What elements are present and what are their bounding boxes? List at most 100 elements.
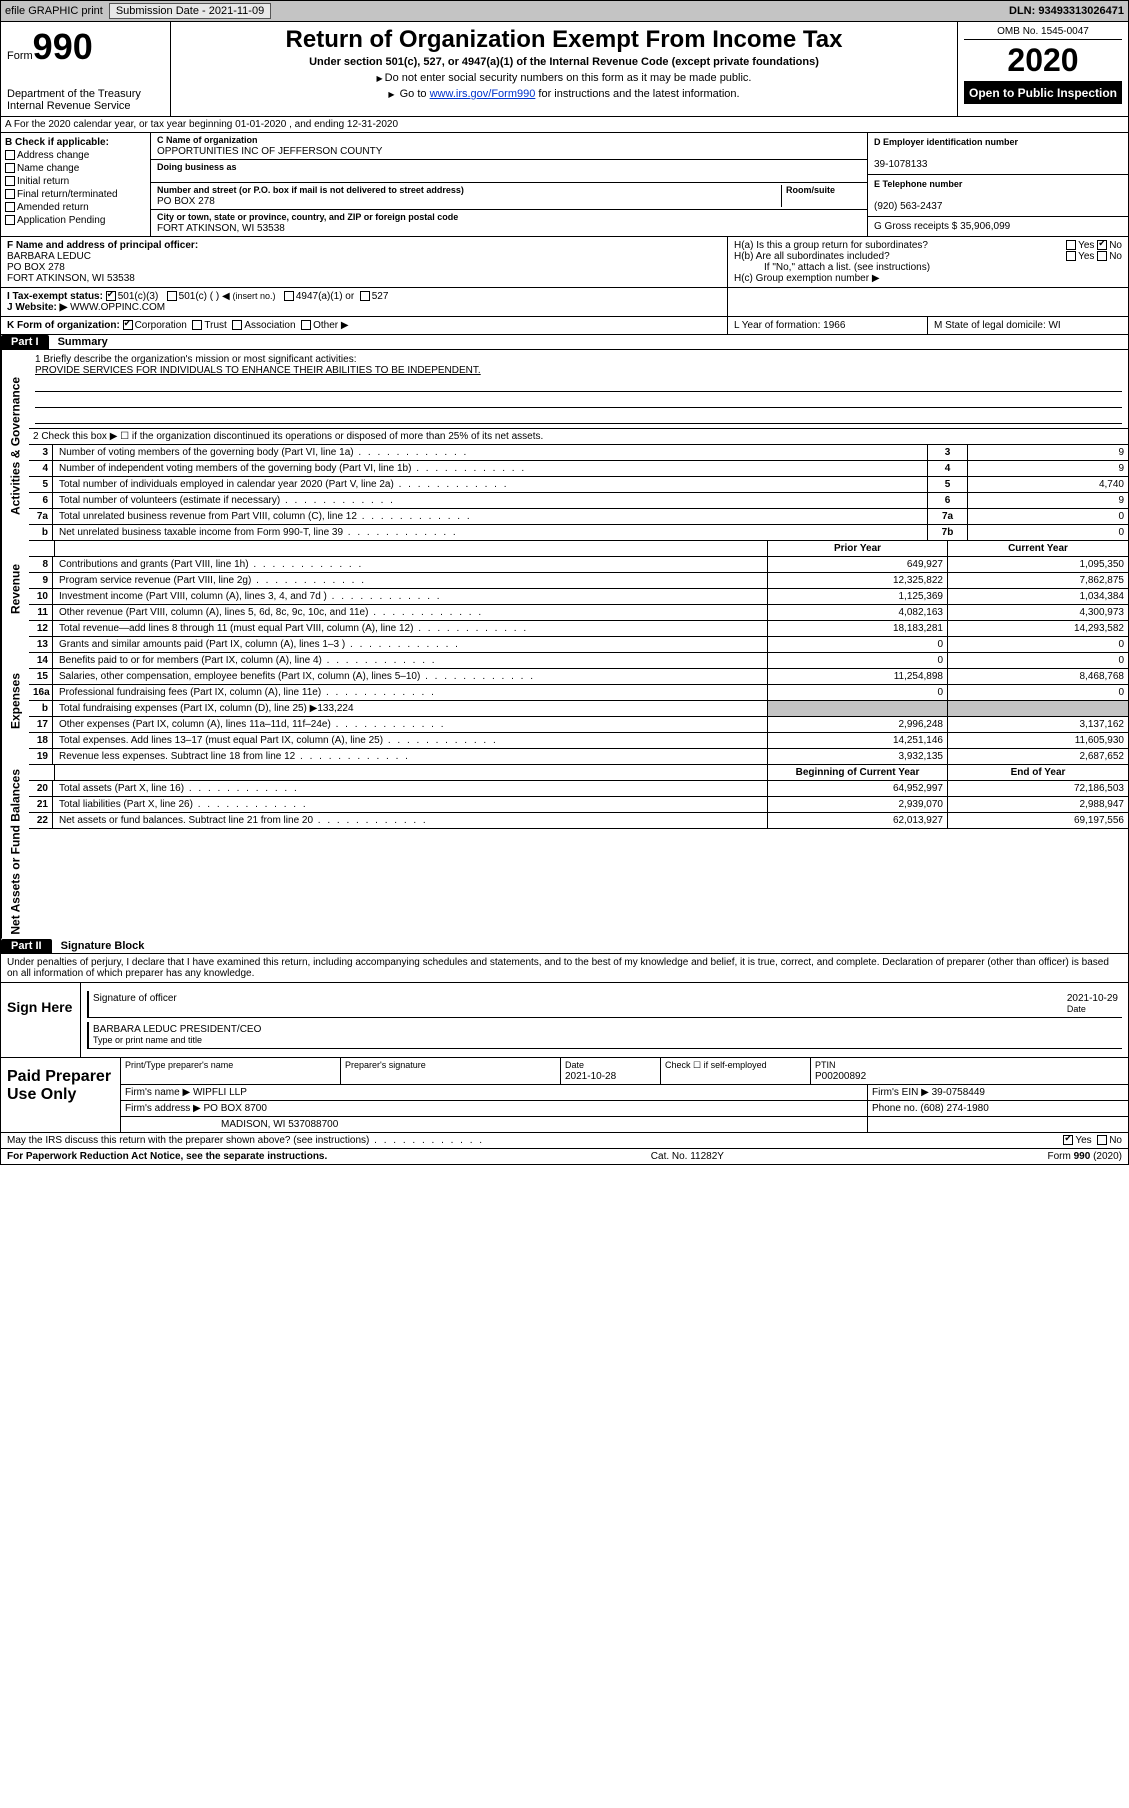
- officer-addr2: FORT ATKINSON, WI 53538: [7, 273, 135, 284]
- governance-rows: 1 Briefly describe the organization's mi…: [29, 350, 1128, 541]
- checkbox-icon[interactable]: [5, 202, 15, 212]
- table-row: 15Salaries, other compensation, employee…: [29, 669, 1128, 685]
- box-k: K Form of organization: Corporation Trus…: [1, 317, 728, 334]
- box-m: M State of legal domicile: WI: [928, 317, 1128, 334]
- checkbox-checked-icon[interactable]: [1097, 240, 1107, 250]
- officer-name-line: BARBARA LEDUC PRESIDENT/CEOType or print…: [87, 1022, 1122, 1049]
- table-row: 10Investment income (Part VIII, column (…: [29, 589, 1128, 605]
- hc-label: H(c) Group exemption number ▶: [734, 273, 1122, 284]
- box-c: C Name of organizationOPPORTUNITIES INC …: [151, 133, 868, 236]
- table-row: 8Contributions and grants (Part VIII, li…: [29, 557, 1128, 573]
- checkbox-checked-icon[interactable]: [1063, 1135, 1073, 1145]
- cb-name: Name change: [5, 163, 146, 174]
- preparer-row-2: Firm's name ▶ WIPFLI LLP Firm's EIN ▶ 39…: [121, 1085, 1128, 1101]
- part-1-header: Part I Summary: [1, 335, 1128, 350]
- checkbox-icon[interactable]: [232, 320, 242, 330]
- table-row: 5Total number of individuals employed in…: [29, 477, 1128, 493]
- table-row: 11Other revenue (Part VIII, column (A), …: [29, 605, 1128, 621]
- discuss-q: May the IRS discuss this return with the…: [7, 1135, 484, 1146]
- footer-left: For Paperwork Reduction Act Notice, see …: [7, 1151, 327, 1162]
- table-row: 17Other expenses (Part IX, column (A), l…: [29, 717, 1128, 733]
- table-row: 21Total liabilities (Part X, line 26)2,9…: [29, 797, 1128, 813]
- section-b-c-d: B Check if applicable: Address change Na…: [1, 133, 1128, 237]
- city-value: FORT ATKINSON, WI 53538: [157, 223, 285, 234]
- sidetab-revenue: Revenue: [1, 541, 29, 637]
- efile-label: efile GRAPHIC print: [5, 5, 103, 17]
- tax-year: 2020: [964, 40, 1122, 82]
- checkbox-icon[interactable]: [5, 176, 15, 186]
- preparer-row-1: Print/Type preparer's name Preparer's si…: [121, 1058, 1128, 1085]
- form-org-label: K Form of organization:: [7, 320, 120, 331]
- form-word: Form: [7, 50, 33, 62]
- net-rows: Beginning of Current YearEnd of Year 20T…: [29, 765, 1128, 939]
- checkbox-icon[interactable]: [5, 163, 15, 173]
- phone-label: E Telephone number: [874, 179, 962, 189]
- box-d-e-g: D Employer identification number39-10781…: [868, 133, 1128, 236]
- checkbox-icon[interactable]: [167, 291, 177, 301]
- section-i-j: I Tax-exempt status: 501(c)(3) 501(c) ( …: [1, 288, 1128, 317]
- box-b: B Check if applicable: Address change Na…: [1, 133, 151, 236]
- checkbox-icon[interactable]: [5, 189, 15, 199]
- checkbox-icon[interactable]: [284, 291, 294, 301]
- table-row: 18Total expenses. Add lines 13–17 (must …: [29, 733, 1128, 749]
- form-subtitle: Under section 501(c), 527, or 4947(a)(1)…: [177, 56, 951, 68]
- checkbox-checked-icon[interactable]: [106, 291, 116, 301]
- checkbox-icon[interactable]: [5, 150, 15, 160]
- checkbox-icon[interactable]: [1066, 240, 1076, 250]
- line-2: 2 Check this box ▶ ☐ if the organization…: [29, 429, 1128, 445]
- table-row: bNet unrelated business taxable income f…: [29, 525, 1128, 541]
- penalty-statement: Under penalties of perjury, I declare th…: [1, 954, 1128, 983]
- ha-label: H(a) Is this a group return for subordin…: [734, 240, 928, 251]
- section-k-l-m: K Form of organization: Corporation Trus…: [1, 317, 1128, 335]
- table-row: 19Revenue less expenses. Subtract line 1…: [29, 749, 1128, 765]
- addr-value: PO BOX 278: [157, 196, 215, 207]
- form-990-page: efile GRAPHIC print Submission Date - 20…: [0, 0, 1129, 1165]
- cb-final: Final return/terminated: [5, 189, 146, 200]
- checkbox-icon[interactable]: [5, 215, 15, 225]
- preparer-label: Paid Preparer Use Only: [1, 1058, 121, 1132]
- form-title-block: Return of Organization Exempt From Incom…: [171, 22, 958, 116]
- checkbox-icon[interactable]: [1066, 251, 1076, 261]
- part-1-title: Summary: [52, 336, 108, 348]
- checkbox-icon[interactable]: [360, 291, 370, 301]
- box-f: F Name and address of principal officer:…: [1, 237, 728, 287]
- website-value: WWW.OPPINC.COM: [70, 302, 165, 313]
- phone-value: (920) 563-2437: [874, 201, 942, 212]
- revenue-rows: Prior YearCurrent Year 8Contributions an…: [29, 541, 1128, 637]
- checkbox-icon[interactable]: [192, 320, 202, 330]
- table-row: 13Grants and similar amounts paid (Part …: [29, 637, 1128, 653]
- irs-link[interactable]: www.irs.gov/Form990: [430, 88, 536, 100]
- submission-date-button[interactable]: Submission Date - 2021-11-09: [109, 3, 271, 19]
- checkbox-icon[interactable]: [1097, 251, 1107, 261]
- arrow-icon: [388, 88, 396, 100]
- sidetab-expenses: Expenses: [1, 637, 29, 765]
- checkbox-checked-icon[interactable]: [123, 320, 133, 330]
- checkbox-icon[interactable]: [301, 320, 311, 330]
- blank-line: [35, 378, 1122, 392]
- revenue-header: Prior YearCurrent Year: [29, 541, 1128, 557]
- goto-pre: Go to: [400, 88, 430, 100]
- checkbox-icon[interactable]: [1097, 1135, 1107, 1145]
- table-row: 6Total number of volunteers (estimate if…: [29, 493, 1128, 509]
- box-h: H(a) Is this a group return for subordin…: [728, 237, 1128, 287]
- addr-label: Number and street (or P.O. box if mail i…: [157, 185, 464, 195]
- table-row: 14Benefits paid to or for members (Part …: [29, 653, 1128, 669]
- discuss-row: May the IRS discuss this return with the…: [1, 1133, 1128, 1149]
- table-row: 9Program service revenue (Part VIII, lin…: [29, 573, 1128, 589]
- cb-address: Address change: [5, 150, 146, 161]
- table-row: 3Number of voting members of the governi…: [29, 445, 1128, 461]
- table-row: 22Net assets or fund balances. Subtract …: [29, 813, 1128, 829]
- table-row: bTotal fundraising expenses (Part IX, co…: [29, 701, 1128, 717]
- gross-receipts: G Gross receipts $ 35,906,099: [874, 221, 1010, 232]
- blank-line: [35, 410, 1122, 424]
- city-label: City or town, state or province, country…: [157, 212, 458, 222]
- dba-label: Doing business as: [157, 162, 237, 172]
- mission-q: 1 Briefly describe the organization's mi…: [35, 354, 1122, 365]
- paid-preparer-block: Paid Preparer Use Only Print/Type prepar…: [1, 1058, 1128, 1133]
- expenses-block: Expenses 13Grants and similar amounts pa…: [1, 637, 1128, 765]
- blank-line: [35, 394, 1122, 408]
- website-label: J Website: ▶: [7, 302, 67, 313]
- note-ssn: Do not enter social security numbers on …: [177, 72, 951, 84]
- table-row: 12Total revenue—add lines 8 through 11 (…: [29, 621, 1128, 637]
- officer-signature-line: Signature of officer2021-10-29Date: [87, 991, 1122, 1018]
